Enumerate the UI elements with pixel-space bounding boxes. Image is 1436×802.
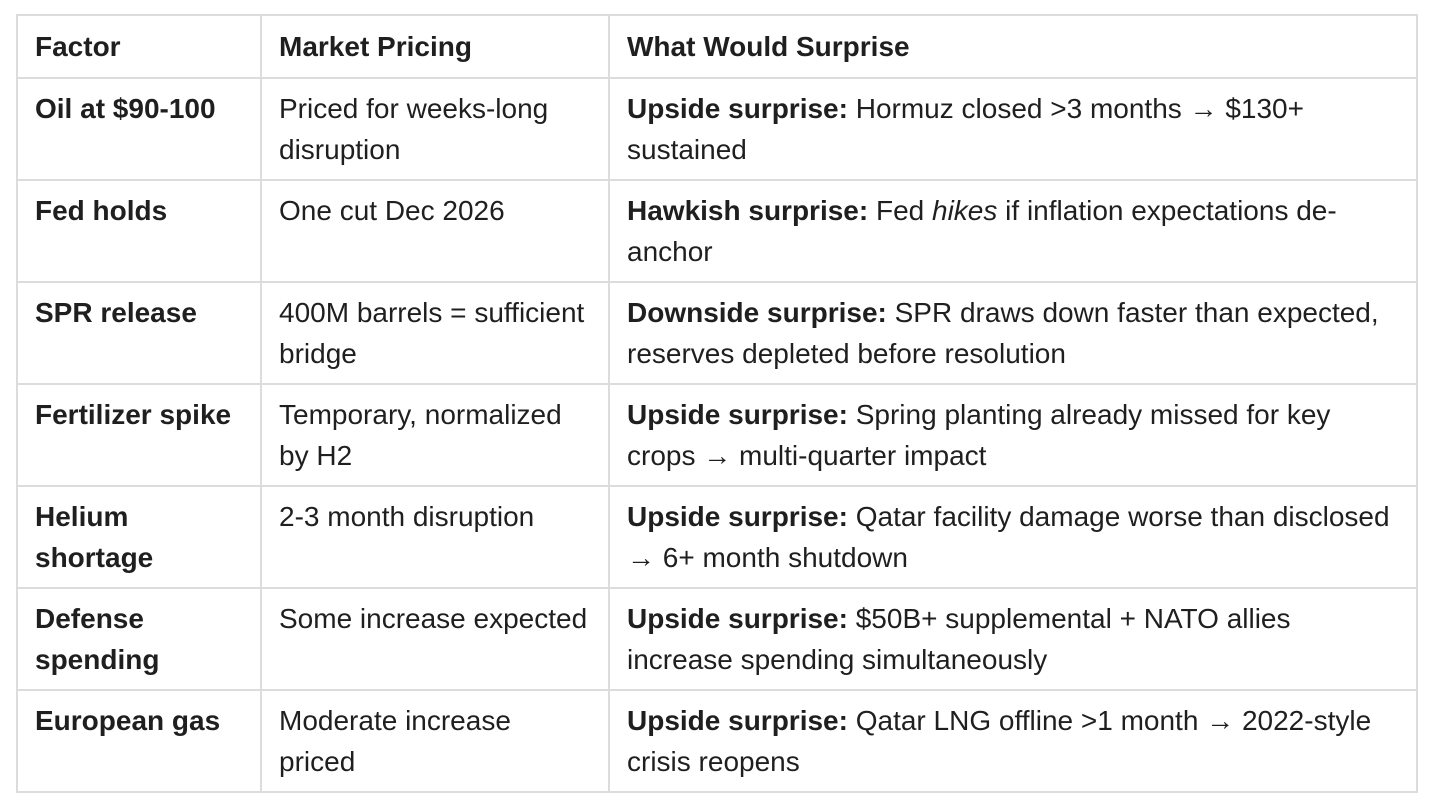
table-body: Oil at $90-100 Priced for weeks-long dis…	[16, 77, 1418, 793]
table-row: Fertilizer spike Temporary, normalized b…	[16, 383, 1418, 487]
factor-cell: Fed holds	[16, 179, 262, 283]
factor-cell: European gas	[16, 689, 262, 793]
surprise-label: Upside surprise:	[627, 705, 848, 736]
surprise-cell: Upside surprise: Hormuz closed >3 months…	[608, 77, 1418, 181]
table-row: European gas Moderate increase priced Up…	[16, 689, 1418, 793]
surprise-emphasis: hikes	[932, 195, 998, 226]
surprise-text: Hormuz closed >3 months → $130+ sustaine…	[627, 93, 1304, 165]
market-pricing-cell: Priced for weeks-long disruption	[260, 77, 610, 181]
header-row: Factor Market Pricing What Would Surpris…	[16, 14, 1418, 79]
surprise-label: Upside surprise:	[627, 399, 848, 430]
market-pricing-cell: Some increase expected	[260, 587, 610, 691]
factor-cell: Fertilizer spike	[16, 383, 262, 487]
market-pricing-cell: 400M barrels = sufficient bridge	[260, 281, 610, 385]
surprise-text: Spring planting already missed for key c…	[627, 399, 1331, 471]
factor-cell: Oil at $90-100	[16, 77, 262, 181]
header-market-pricing: Market Pricing	[260, 14, 610, 79]
surprise-label: Upside surprise:	[627, 93, 848, 124]
market-pricing-cell: Moderate increase priced	[260, 689, 610, 793]
surprise-label: Upside surprise:	[627, 603, 848, 634]
table-row: SPR release 400M barrels = sufficient br…	[16, 281, 1418, 385]
factor-cell: Defense spending	[16, 587, 262, 691]
factor-cell: Helium shortage	[16, 485, 262, 589]
table-row: Helium shortage 2-3 month disruption Ups…	[16, 485, 1418, 589]
surprise-label: Hawkish surprise:	[627, 195, 869, 226]
header-factor: Factor	[16, 14, 262, 79]
surprise-cell: Upside surprise: $50B+ supplemental + NA…	[608, 587, 1418, 691]
market-pricing-cell: Temporary, normalized by H2	[260, 383, 610, 487]
surprise-text-tail: if inflation expectations de-anchor	[627, 195, 1337, 267]
surprise-label: Upside surprise:	[627, 501, 848, 532]
factor-cell: SPR release	[16, 281, 262, 385]
surprise-cell: Downside surprise: SPR draws down faster…	[608, 281, 1418, 385]
surprise-label: Downside surprise:	[627, 297, 887, 328]
surprise-text: Fed	[868, 195, 933, 226]
table-row: Fed holds One cut Dec 2026 Hawkish surpr…	[16, 179, 1418, 283]
table-header: Factor Market Pricing What Would Surpris…	[16, 14, 1418, 79]
surprise-cell: Upside surprise: Spring planting already…	[608, 383, 1418, 487]
header-what-would-surprise: What Would Surprise	[608, 14, 1418, 79]
surprise-text: Qatar facility damage worse than disclos…	[627, 501, 1390, 573]
surprise-cell: Hawkish surprise: Fed hikes if inflation…	[608, 179, 1418, 283]
table-row: Defense spending Some increase expected …	[16, 587, 1418, 691]
table-row: Oil at $90-100 Priced for weeks-long dis…	[16, 77, 1418, 181]
surprise-text: Qatar LNG offline >1 month → 2022-style …	[627, 705, 1372, 777]
surprise-cell: Upside surprise: Qatar LNG offline >1 mo…	[608, 689, 1418, 793]
market-pricing-cell: One cut Dec 2026	[260, 179, 610, 283]
document-body: Factor Market Pricing What Would Surpris…	[16, 14, 1418, 793]
surprise-text: $50B+ supplemental + NATO allies increas…	[627, 603, 1291, 675]
surprise-cell: Upside surprise: Qatar facility damage w…	[608, 485, 1418, 589]
surprise-factors-table: Factor Market Pricing What Would Surpris…	[16, 14, 1418, 793]
surprise-text: SPR draws down faster than expected, res…	[627, 297, 1379, 369]
market-pricing-cell: 2-3 month disruption	[260, 485, 610, 589]
